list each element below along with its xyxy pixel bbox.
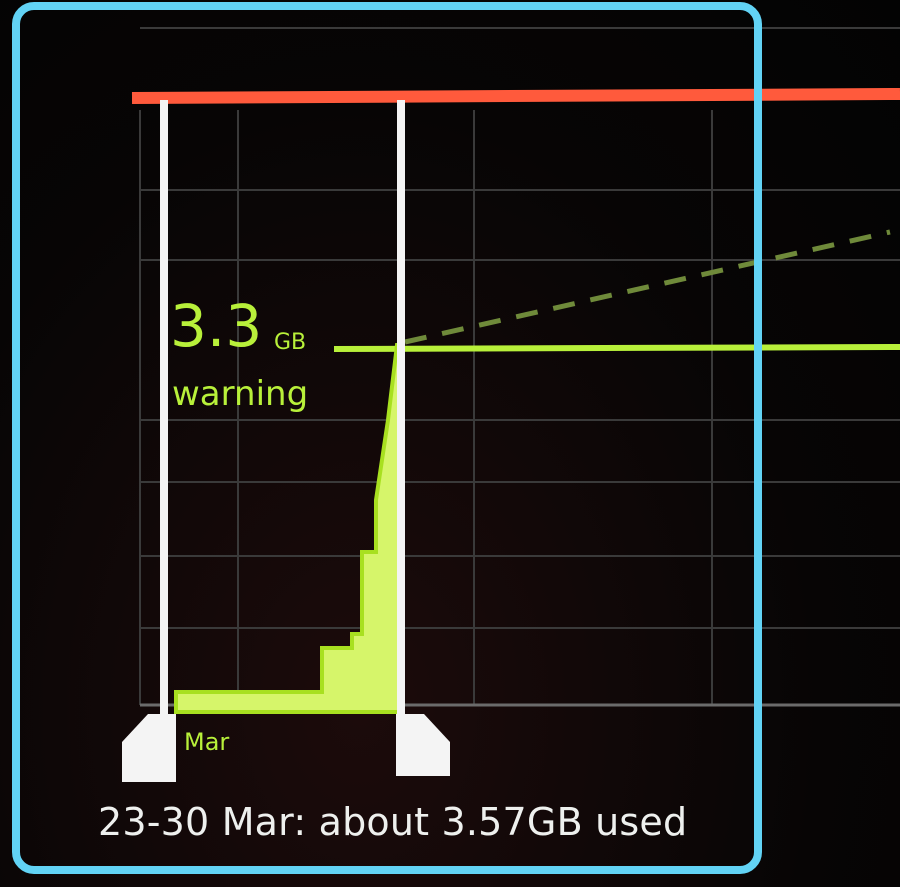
data-limit-line[interactable]	[131, 88, 900, 104]
warning-line[interactable]	[333, 344, 900, 352]
usage-summary: 23-30 Mar: about 3.57GB used	[98, 800, 688, 844]
warning-unit: GB	[274, 330, 307, 355]
chart-grid	[139, 27, 900, 707]
range-end-handle-icon[interactable]	[396, 714, 450, 776]
warning-value[interactable]: 3.3	[170, 292, 263, 360]
range-start-handle-icon[interactable]	[122, 714, 176, 782]
projected-usage-line	[404, 229, 891, 345]
warning-label: warning	[172, 374, 309, 414]
month-label: Mar	[184, 728, 230, 756]
